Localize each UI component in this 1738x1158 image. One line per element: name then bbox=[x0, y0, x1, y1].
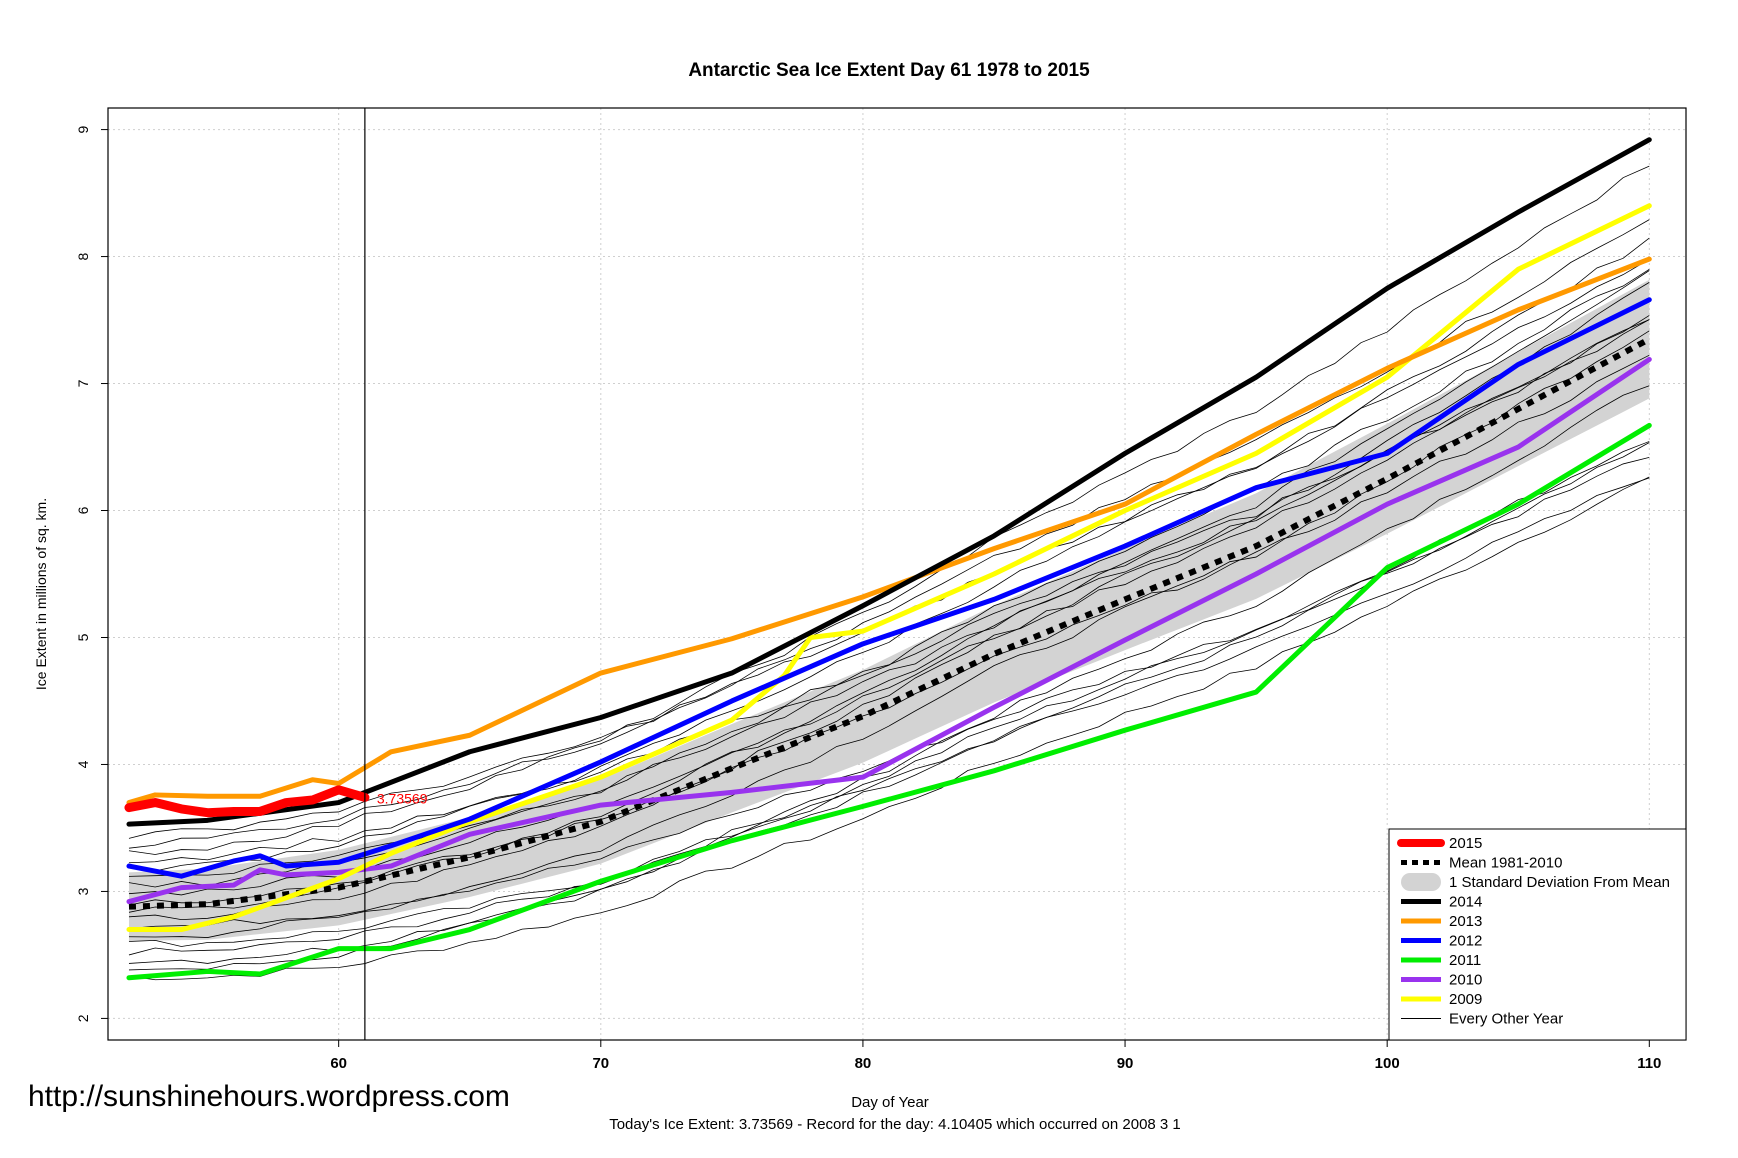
other-year-line bbox=[128, 354, 1650, 906]
x-tick-label: 110 bbox=[1637, 1055, 1661, 1072]
legend-label-2011: 2011 bbox=[1449, 952, 1481, 969]
series-line-2014 bbox=[126, 137, 1652, 827]
series-line-2011 bbox=[126, 422, 1652, 981]
y-axis-label: Ice Extent in millions of sq. km. bbox=[33, 498, 49, 690]
legend-label-mean-1981-2010: Mean 1981-2010 bbox=[1449, 855, 1562, 872]
current-value-label: 3.73569 bbox=[377, 790, 428, 806]
x-tick-label: 70 bbox=[592, 1055, 609, 1072]
series-line-2010 bbox=[126, 356, 1652, 905]
legend-label-2013: 2013 bbox=[1449, 913, 1482, 930]
y-tick-label: 9 bbox=[75, 125, 91, 133]
other-year-line bbox=[128, 476, 1650, 981]
legend-label-2009: 2009 bbox=[1449, 991, 1482, 1008]
other-year-line bbox=[128, 315, 1650, 896]
legend-swatch-1-standard-deviation-from-mean bbox=[1401, 873, 1441, 891]
x-tick-label: 90 bbox=[1117, 1055, 1134, 1072]
series-line-2009 bbox=[126, 203, 1652, 933]
other-year-line bbox=[128, 441, 1650, 956]
other-year-line bbox=[128, 219, 1650, 849]
other-year-line bbox=[128, 282, 1650, 921]
legend-label-2015: 2015 bbox=[1449, 835, 1482, 852]
x-tick-label: 80 bbox=[855, 1055, 872, 1072]
y-tick-label: 6 bbox=[75, 506, 91, 514]
plot-frame bbox=[107, 107, 1687, 1041]
other-year-line bbox=[128, 477, 1650, 947]
series-line-2012 bbox=[126, 297, 1652, 879]
legend-label-every-other-year: Every Other Year bbox=[1449, 1011, 1563, 1028]
y-tick-label: 4 bbox=[75, 760, 91, 768]
x-tick-label: 60 bbox=[330, 1055, 347, 1072]
legend: 2015 Mean 1981-2010 1 Standard Deviation F… bbox=[1388, 828, 1687, 1041]
chart-title: Antarctic Sea Ice Extent Day 61 1978 to … bbox=[688, 60, 1090, 81]
series-layer: 3.73569 bbox=[124, 108, 1652, 1040]
series-line-mean-1981-2010 bbox=[128, 336, 1651, 910]
x-axis-label: Day of Year bbox=[851, 1094, 929, 1111]
legend-label-2012: 2012 bbox=[1449, 933, 1482, 950]
legend-label-2014: 2014 bbox=[1449, 894, 1482, 911]
axes: 60 70 80 90 100 110 2 3 4 5 6 7 8 9 bbox=[75, 107, 1687, 1072]
series-line-2013 bbox=[126, 256, 1652, 806]
y-tick-label: 3 bbox=[75, 887, 91, 895]
legend-label-2010: 2010 bbox=[1449, 972, 1482, 989]
other-year-line bbox=[128, 237, 1650, 872]
y-tick-label: 8 bbox=[75, 252, 91, 260]
series-line-2015 bbox=[124, 785, 370, 818]
legend-label-1-standard-deviation-from-mean: 1 Standard Deviation From Mean bbox=[1449, 874, 1670, 891]
x-tick-label: 100 bbox=[1375, 1055, 1400, 1072]
y-tick-label: 7 bbox=[75, 379, 91, 387]
other-year-line bbox=[128, 442, 1650, 964]
y-tick-label: 2 bbox=[75, 1014, 91, 1022]
other-year-line bbox=[128, 165, 1650, 855]
y-tick-label: 5 bbox=[75, 633, 91, 641]
footer-note: Today's Ice Extent: 3.73569 - Record for… bbox=[609, 1116, 1181, 1133]
source-url[interactable]: http://sunshinehours.wordpress.com bbox=[28, 1080, 510, 1113]
